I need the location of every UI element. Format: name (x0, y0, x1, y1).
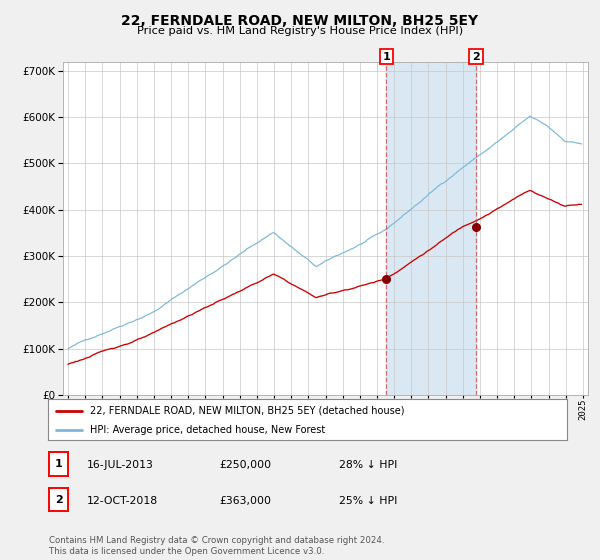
Text: £363,000: £363,000 (219, 496, 271, 506)
Text: HPI: Average price, detached house, New Forest: HPI: Average price, detached house, New … (89, 424, 325, 435)
Text: £250,000: £250,000 (219, 460, 271, 470)
Text: 28% ↓ HPI: 28% ↓ HPI (339, 460, 397, 470)
Text: 22, FERNDALE ROAD, NEW MILTON, BH25 5EY: 22, FERNDALE ROAD, NEW MILTON, BH25 5EY (121, 14, 479, 28)
Bar (386, 62, 476, 395)
Text: 22, FERNDALE ROAD, NEW MILTON, BH25 5EY (detached house): 22, FERNDALE ROAD, NEW MILTON, BH25 5EY … (89, 405, 404, 416)
Text: 25% ↓ HPI: 25% ↓ HPI (339, 496, 397, 506)
Text: 12-OCT-2018: 12-OCT-2018 (87, 496, 158, 506)
Text: 2: 2 (472, 52, 480, 62)
Text: Price paid vs. HM Land Registry's House Price Index (HPI): Price paid vs. HM Land Registry's House … (137, 26, 463, 36)
Text: 1: 1 (55, 459, 62, 469)
Text: 2: 2 (55, 494, 62, 505)
Text: 16-JUL-2013: 16-JUL-2013 (87, 460, 154, 470)
Text: Contains HM Land Registry data © Crown copyright and database right 2024.
This d: Contains HM Land Registry data © Crown c… (49, 536, 385, 556)
Text: 1: 1 (382, 52, 390, 62)
